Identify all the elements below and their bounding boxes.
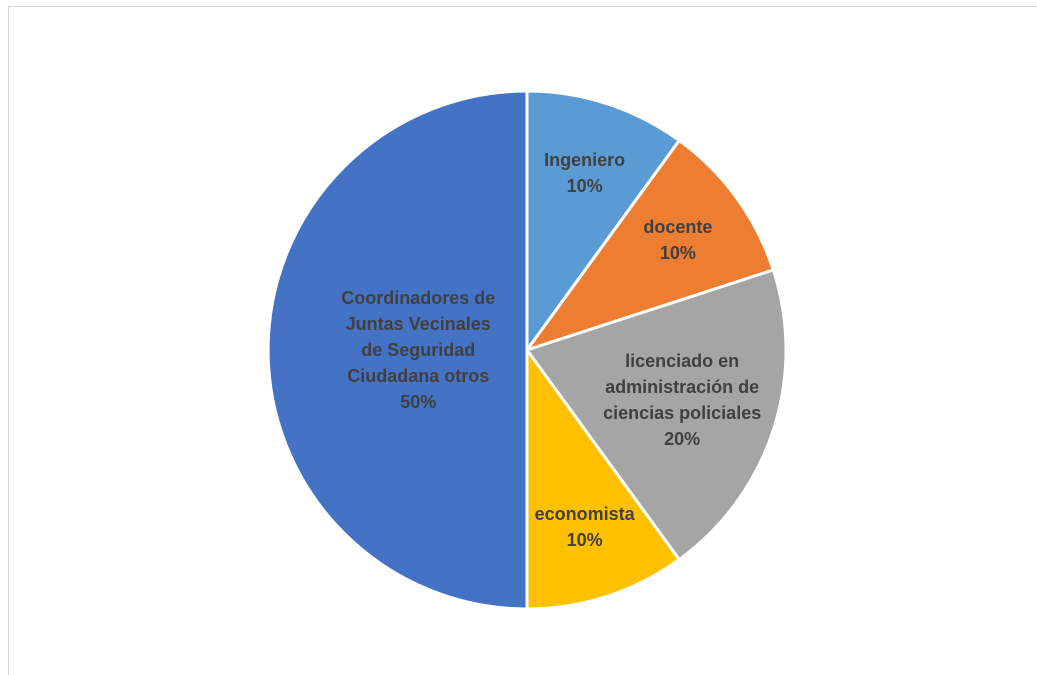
- category-label: licenciado en administración de ciencias…: [603, 351, 762, 424]
- value-label: 10%: [566, 175, 603, 196]
- chart-frame: [8, 6, 1037, 675]
- pie-slice: [525, 89, 682, 355]
- slice-label: Ingeniero 10%: [530, 147, 640, 199]
- slice-label: licenciado en administración de ciencias…: [587, 348, 777, 452]
- pie-slice: [523, 138, 776, 353]
- category-label: Coordinadores de Juntas Vecinales de Seg…: [341, 288, 496, 386]
- slice-label: docente 10%: [623, 214, 733, 266]
- category-label: economista: [534, 504, 635, 525]
- pie-slice: [525, 345, 682, 611]
- value-label: 50%: [400, 392, 437, 412]
- category-label: docente: [643, 217, 713, 238]
- slice-label: economista 10%: [520, 501, 650, 553]
- value-label: 20%: [664, 429, 701, 450]
- slice-label: Coordinadores de Juntas Vecinales de Seg…: [336, 285, 501, 415]
- pie-slice: [266, 89, 529, 611]
- value-label: 10%: [566, 530, 603, 551]
- pie-slice: [524, 268, 788, 562]
- category-label: Ingeniero: [544, 149, 626, 170]
- value-label: 10%: [659, 243, 696, 264]
